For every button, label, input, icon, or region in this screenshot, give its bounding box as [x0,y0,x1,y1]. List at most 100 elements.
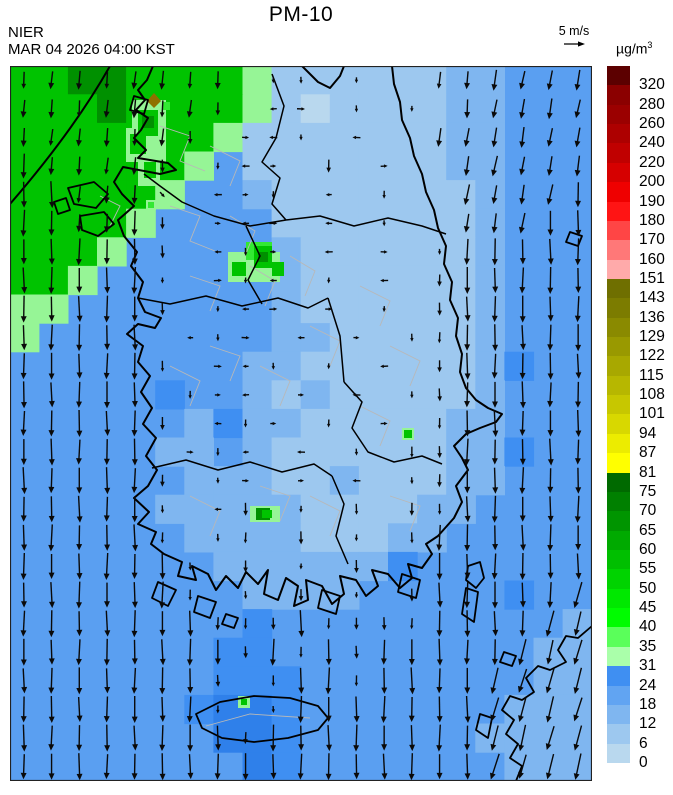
wind-arrow-head [492,629,499,637]
wind-arrow-head [573,714,580,722]
wind-arrow-head [546,169,553,176]
wind-arrow [549,524,552,548]
wind-arrow-head [492,430,499,437]
wind-arrow-head [159,112,165,118]
wind-arrow [105,467,109,491]
wind-arrow-head [21,686,28,694]
wind-arrow-head [519,429,526,436]
wind-arrow [133,468,137,490]
wind-arrow-head [187,336,191,340]
field-cell [388,523,418,553]
field-cell [38,208,69,238]
field-cell [475,208,505,238]
pm-hotspot-cell [162,102,170,110]
wind-arrow [77,495,81,519]
wind-arrow [105,127,109,143]
wind-arrow-head [354,79,359,84]
field-cell [446,208,476,238]
colorbar-tick-label: 24 [639,676,657,694]
colorbar-tick-label: 180 [639,211,665,229]
wind-arrow-head [574,169,581,177]
wind-arrow-head [380,364,384,369]
field-cell [475,66,505,95]
wind-arrow-head [20,316,27,323]
wind-arrow-head [272,164,277,168]
wind-arrow [133,266,137,290]
wind-arrow-head [381,773,388,780]
wind-arrow-head [575,544,582,551]
wind-arrow-head [48,258,55,265]
wind-arrow [50,71,54,86]
wind-arrow-head [131,315,138,322]
wind-arrow-head [21,544,28,551]
wind-arrow-head [214,773,221,780]
field-cell [10,94,40,124]
wind-arrow-head [20,573,27,580]
wind-arrow-head [437,511,442,515]
wind-arrow [133,99,137,115]
wind-arrow-head [269,659,276,666]
wind-arrow [50,582,53,604]
district-boundary [169,205,216,252]
coastline-island [465,561,485,589]
wind-arrow [549,382,552,404]
wind-arrow-head [383,250,388,254]
district-boundary [189,275,221,312]
wind-arrow [493,99,498,115]
wind-arrow-head [103,372,110,380]
wind-arrow-head [463,198,470,205]
colorbar-segment [607,724,630,745]
wind-arrow-head [271,79,275,84]
wind-arrow [105,157,109,172]
field-cell [388,551,418,582]
wind-arrow [576,296,580,318]
wind-arrow-head [48,287,55,294]
wind-arrow-head [242,773,249,781]
field-cell [67,66,98,95]
wind-arrow [78,553,81,576]
field-cell [562,723,592,753]
field-cell [446,180,476,210]
wind-arrow-head [103,716,110,723]
wind-arrow [22,325,25,347]
colorbar-tick-label: 320 [639,76,665,94]
wind-arrow [50,157,54,171]
field-cell [417,237,447,267]
wind-arrow-head [546,83,553,91]
wind-arrow [466,238,469,261]
wind-arrow-head [325,658,332,666]
field-cell [300,408,331,439]
province-boundary [245,225,263,305]
wind-arrow [22,99,26,114]
wind-arrow-head [518,226,525,234]
wind-arrow-head [573,601,580,609]
wind-arrow-head [159,573,166,580]
colorbar: 320 280 260 240 220 200 190 180 170 160 151 143 136 1… [607,66,667,770]
wind-arrow [493,611,497,633]
wind-arrow [105,99,109,114]
field-cell [475,380,505,410]
wind-arrow-head [518,744,525,752]
wind-arrow-head [463,459,470,466]
wind-arrow [519,639,527,662]
field-cell [475,94,505,124]
wind-arrow-head [354,567,359,573]
wind-arrow-head [325,221,329,225]
coastline-island [501,625,592,781]
field-cell [475,151,505,181]
field-cell [475,466,505,496]
wind-arrow [105,185,109,200]
wind-arrow [576,409,580,433]
wind-arrow-head [48,486,55,494]
wind-arrow-head [547,258,554,265]
field-cell [38,265,69,296]
pm-hotspot-cell [144,162,156,178]
wind-arrow-head [20,140,27,147]
field-cell [242,637,273,667]
wind-arrow-head [76,430,83,437]
wind-arrow-head [297,450,301,454]
wind-arrow [576,127,581,144]
field-cell [417,265,447,296]
wind-arrow-head [214,250,218,254]
wind-arrow [133,71,137,86]
